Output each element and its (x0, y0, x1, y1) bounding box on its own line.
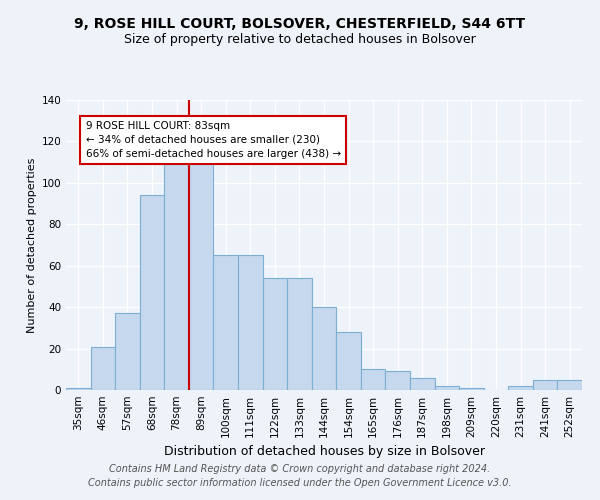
Text: Size of property relative to detached houses in Bolsover: Size of property relative to detached ho… (124, 32, 476, 46)
Bar (164, 146, 189, 390)
Bar (214, 256, 238, 390)
Bar (361, 370, 385, 390)
Bar (238, 256, 263, 390)
Bar (263, 278, 287, 390)
Bar (459, 388, 484, 390)
Bar (115, 314, 140, 390)
Bar (189, 156, 214, 390)
Bar (508, 386, 533, 390)
Bar (140, 196, 164, 390)
Bar (91, 346, 115, 390)
Y-axis label: Number of detached properties: Number of detached properties (27, 158, 37, 332)
X-axis label: Distribution of detached houses by size in Bolsover: Distribution of detached houses by size … (163, 446, 485, 458)
Text: 9, ROSE HILL COURT, BOLSOVER, CHESTERFIELD, S44 6TT: 9, ROSE HILL COURT, BOLSOVER, CHESTERFIE… (74, 18, 526, 32)
Bar (287, 278, 312, 390)
Bar (533, 380, 557, 390)
Bar (66, 388, 91, 390)
Bar (312, 307, 336, 390)
Bar (434, 386, 459, 390)
Text: Contains HM Land Registry data © Crown copyright and database right 2024.
Contai: Contains HM Land Registry data © Crown c… (88, 464, 512, 487)
Bar (410, 378, 434, 390)
Text: 9 ROSE HILL COURT: 83sqm
← 34% of detached houses are smaller (230)
66% of semi-: 9 ROSE HILL COURT: 83sqm ← 34% of detach… (86, 120, 341, 158)
Bar (336, 332, 361, 390)
Bar (385, 372, 410, 390)
Bar (557, 380, 582, 390)
